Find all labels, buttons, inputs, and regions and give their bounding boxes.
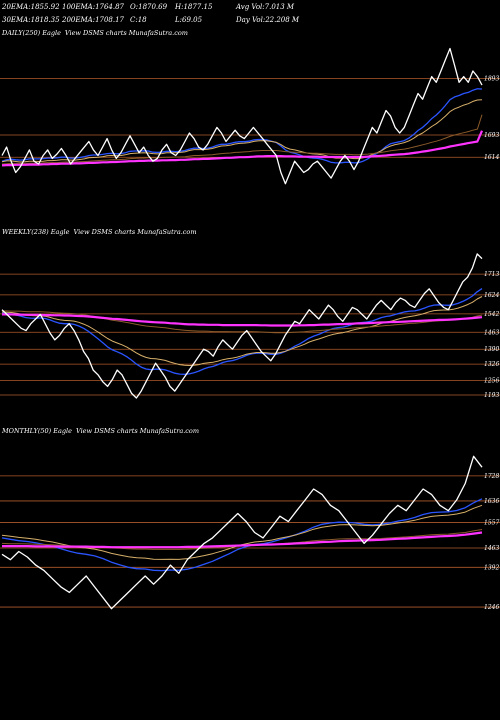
level-tick-label: 1463 xyxy=(484,545,499,552)
header-open: O:1870.69 xyxy=(130,3,168,11)
header-20ema: 20EMA:1855.92 xyxy=(1,3,60,11)
header: 20EMA:1855.92 100EMA:1764.87 O:1870.69 H… xyxy=(1,3,300,24)
level-tick-label: 1326 xyxy=(484,361,499,368)
level-tick-label: 1893 xyxy=(484,76,499,83)
level-tick-label: 1542 xyxy=(484,311,499,318)
panel-daily-title: DAILY(250) Eagle View DSMS charts MunafaS… xyxy=(1,29,188,37)
level-tick-label: 1624 xyxy=(484,292,499,299)
level-tick-label: 1713 xyxy=(484,271,499,278)
level-tick-label: 1557 xyxy=(484,519,499,526)
header-high: H:1877.15 xyxy=(174,3,213,11)
level-tick-label: 1636 xyxy=(484,498,499,505)
header-day-vol: Day Vol:22.208 M xyxy=(235,16,300,24)
series-line-price xyxy=(1,47,483,185)
level-tick-label: 1390 xyxy=(484,346,499,353)
level-tick-label: 1614 xyxy=(484,154,499,161)
panel-monthly: MONTHLY(50) Eagle View DSMS charts Munafa… xyxy=(0,427,500,611)
header-avg-vol: Avg Vol:7.013 M xyxy=(235,3,295,11)
panel-daily: DAILY(250) Eagle View DSMS charts MunafaS… xyxy=(0,29,500,185)
level-tick-label: 1392 xyxy=(484,564,499,571)
series-line-30ema xyxy=(1,296,483,366)
series-line-20ema xyxy=(1,498,483,572)
series-line-200ema xyxy=(2,531,483,549)
header-close: C:18 xyxy=(130,16,147,24)
series-line-100ema xyxy=(2,310,483,334)
series-line-100ema xyxy=(1,114,483,165)
panel-daily-plot: 1893 1693 1614 xyxy=(0,47,500,185)
panel-weekly-title: WEEKLY(238) Eagle View DSMS charts Munafa… xyxy=(2,228,196,236)
panel-weekly: WEEKLY(238) Eagle View DSMS charts Munafa… xyxy=(0,228,500,399)
panel-weekly-plot: 1713 1624 1542 1463 1390 1326 1256 1193 xyxy=(0,253,500,399)
panel-monthly-title: MONTHLY(50) Eagle View DSMS charts Munafa… xyxy=(1,427,199,435)
series-line-30ema xyxy=(1,99,483,163)
level-tick-label: 1256 xyxy=(484,377,499,384)
series-line-200ema xyxy=(2,313,483,327)
level-tick-label: 1463 xyxy=(484,329,499,336)
series-line-price xyxy=(1,253,483,399)
level-tick-label: 1246 xyxy=(484,604,499,611)
series-line-price xyxy=(1,455,483,610)
level-tick-label: 1693 xyxy=(484,132,499,139)
level-tick-label: 1728 xyxy=(484,473,499,480)
series-line-20ema xyxy=(1,288,483,375)
header-low: L:69.05 xyxy=(174,16,203,24)
series-line-20ema xyxy=(1,88,483,164)
series-line-200ema xyxy=(1,130,484,167)
header-200ema: 200EMA:1708.17 xyxy=(61,16,125,24)
panel-monthly-plot: 1728 1636 1557 1463 1392 1246 xyxy=(0,455,500,611)
header-30ema: 30EMA:1818.35 xyxy=(2,16,60,24)
level-tick-label: 1193 xyxy=(484,392,499,399)
header-100ema: 100EMA:1764.87 xyxy=(62,3,125,11)
